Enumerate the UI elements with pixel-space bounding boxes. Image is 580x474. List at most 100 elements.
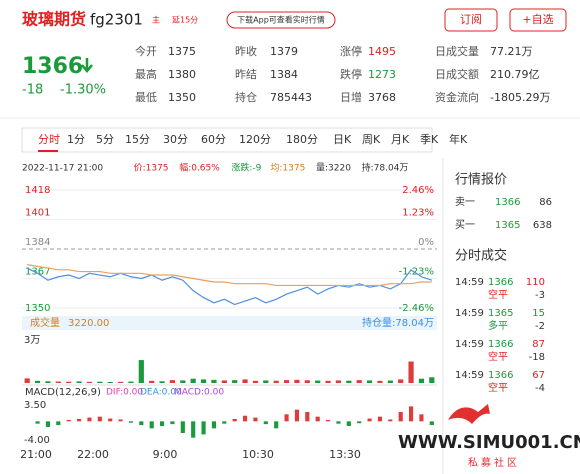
fav[interactable]: +自选 (522, 13, 553, 26)
stat-label: 今开 (135, 44, 157, 58)
y2-tick-label: 2.46% (402, 185, 434, 196)
stat-value: 3768 (368, 91, 396, 104)
trade-time: 14:59 (455, 308, 484, 319)
watermark-name: 私募社区 (468, 456, 520, 469)
volume-bar (97, 381, 103, 383)
book-price: 1366 (495, 197, 520, 208)
trade-price: 1366 (488, 277, 513, 288)
book-label: 卖一 (455, 196, 475, 208)
fav-btn[interactable] (509, 8, 567, 32)
tab[interactable]: 日K (333, 133, 352, 146)
y-tick-label: 1367 (25, 267, 50, 278)
y-tick-label: 3.50 (24, 400, 46, 411)
y-tick-label: 1401 (25, 208, 50, 219)
subscribe[interactable]: 订阅 (460, 13, 482, 26)
tab[interactable]: 30分 (163, 133, 188, 146)
change: -18 (22, 83, 43, 98)
stat-value: 785443 (270, 91, 312, 104)
volume-bar (211, 379, 217, 383)
tab[interactable]: 180分 (286, 133, 318, 146)
volume-bar (138, 360, 144, 383)
macd-bar (128, 421, 134, 423)
macd-bar (191, 421, 196, 438)
macd-bar (180, 421, 185, 433)
macd-bar (398, 412, 403, 422)
stat-label: 日成交量 (435, 44, 479, 58)
volume-bar (408, 361, 414, 383)
stat-value: 1495 (368, 45, 396, 58)
tag: 主 (152, 15, 160, 25)
volume-bar (429, 377, 435, 383)
tab[interactable]: 60分 (201, 133, 226, 146)
y-tick-label: -4.00 (24, 435, 50, 446)
stat-value: -1805.29万 (490, 91, 550, 104)
price-line (26, 267, 433, 306)
x-tick-label: 13:30 (329, 448, 361, 461)
tab[interactable]: 5分 (96, 133, 114, 146)
volume-bar (398, 379, 404, 383)
volume-bar (86, 381, 93, 383)
banner[interactable]: 下载App可查看实时行情 (237, 15, 325, 25)
tab[interactable]: 年K (449, 132, 468, 146)
y2-tick-label: 1.23% (402, 208, 434, 219)
stat-label: 资金流向 (435, 90, 479, 104)
macd-bar (263, 421, 268, 425)
tab[interactable]: 分时 (38, 133, 60, 146)
y2-tick-label: 0% (418, 237, 434, 248)
volume-bar (304, 380, 310, 383)
stat-value: 1380 (168, 68, 196, 81)
trade-type: 空平 (488, 288, 508, 301)
trades-title: 分时成交 (455, 248, 507, 264)
trade-oi: -4 (535, 383, 545, 394)
macd-legend: DIF:0.00 (106, 388, 143, 398)
macd-bar (222, 421, 227, 424)
macd-bar (336, 421, 341, 424)
macd-bar (305, 412, 310, 422)
y2-tick-label: -2.46% (399, 303, 434, 314)
macd-bar (159, 421, 165, 426)
stat-value: 1350 (168, 91, 196, 104)
macd-bar (429, 421, 434, 426)
macd-bar (346, 421, 351, 426)
trade-type: 空平 (488, 381, 508, 394)
tab[interactable]: 季K (420, 133, 439, 146)
volume-bar (117, 381, 124, 383)
y-tick-label: 3万 (24, 335, 40, 346)
info: 涨跌:-9 (231, 163, 261, 174)
down-arrow (81, 58, 93, 73)
trade-size: 15 (532, 308, 545, 319)
tab[interactable]: 15分 (125, 133, 150, 146)
volume-bar (107, 381, 113, 383)
macd-bar (377, 416, 383, 422)
tab[interactable]: 月K (391, 133, 410, 146)
volume-bar (356, 380, 362, 383)
info: 量:3220 (316, 163, 351, 174)
macd-bar (315, 416, 320, 422)
info: 均:1375 (270, 162, 305, 174)
macd-title: MACD(12,26,9) (25, 387, 101, 398)
stat-value: 1379 (270, 45, 298, 58)
trade-size: 110 (526, 277, 545, 288)
macd-bar (211, 421, 217, 429)
stat-label: 日增 (340, 90, 362, 104)
volume-bar (346, 380, 352, 383)
banner-box[interactable] (226, 11, 336, 29)
y-tick-label: 1418 (25, 185, 50, 196)
macd-bar (388, 419, 393, 422)
macd-bar (97, 416, 102, 422)
macd-legend: DEA:0.00 (140, 388, 182, 398)
price: 1366 (22, 54, 83, 79)
macd-bar (325, 419, 331, 422)
y2-tick-label: -1.23% (399, 267, 434, 278)
volume-title: 成交量 (30, 316, 60, 329)
tab[interactable]: 周K (362, 133, 381, 146)
volume-bar (418, 378, 425, 383)
tab[interactable]: 1分 (67, 133, 85, 146)
macd-bar (45, 421, 51, 427)
subscribe-btn[interactable] (444, 8, 498, 32)
volume-bar (34, 380, 41, 383)
stat-value: 1384 (270, 68, 298, 81)
tab[interactable]: 120分 (239, 133, 271, 146)
macd-bar (367, 418, 372, 422)
trade-price: 1366 (488, 339, 513, 350)
